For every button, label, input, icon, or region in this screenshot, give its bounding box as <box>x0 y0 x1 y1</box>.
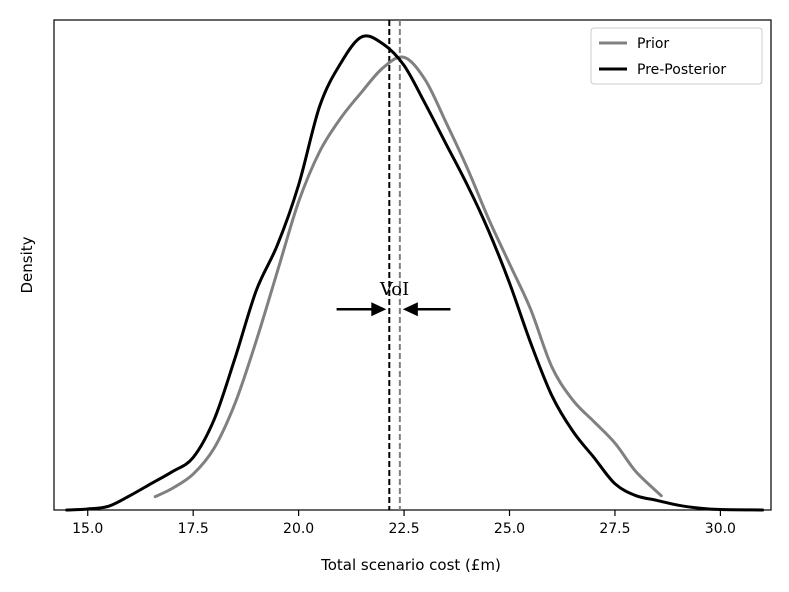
plot-frame <box>53 19 772 511</box>
voi-arrow-right-head <box>402 302 418 317</box>
legend-label-prior: Prior <box>637 36 669 52</box>
voi-label: VoI <box>379 279 409 300</box>
pre-posterior-density-line <box>65 34 765 512</box>
legend: Prior Pre-Posterior <box>590 27 763 85</box>
legend-label-pre-posterior: Pre-Posterior <box>637 62 726 78</box>
x-tick-label: 25.0 <box>494 521 525 537</box>
x-tick-label: 27.5 <box>599 521 630 537</box>
x-axis-title: Total scenario cost (£m) <box>320 556 501 574</box>
x-axis-ticks: 15.0 17.5 20.0 22.5 25.0 27.5 30.0 <box>72 510 736 537</box>
plot-area: VoI <box>53 19 772 512</box>
voi-arrow-left-head <box>371 302 387 317</box>
legend-box <box>590 27 763 85</box>
x-tick-label: 17.5 <box>178 521 209 537</box>
x-tick-label: 15.0 <box>72 521 103 537</box>
x-tick-label: 20.0 <box>283 521 314 537</box>
prior-density-line <box>153 55 663 499</box>
y-axis-title: Density <box>18 236 36 293</box>
x-tick-label: 30.0 <box>705 521 736 537</box>
x-tick-label: 22.5 <box>388 521 419 537</box>
